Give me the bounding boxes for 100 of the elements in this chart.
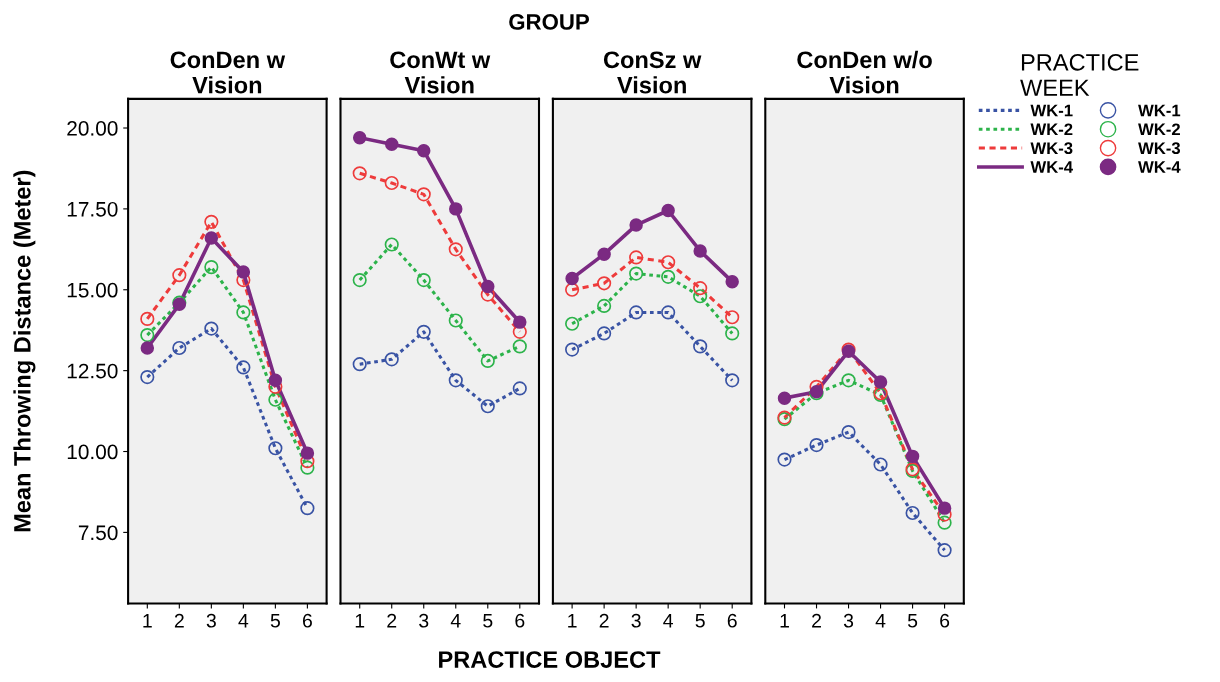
point <box>268 441 283 456</box>
point <box>236 360 251 375</box>
point <box>629 218 643 232</box>
point <box>841 425 856 440</box>
point <box>140 341 155 355</box>
point <box>172 340 187 356</box>
x-tick-label: 1 <box>143 614 152 628</box>
text: WK-4 <box>1138 161 1181 173</box>
point <box>416 187 431 202</box>
x-tick-label: 5 <box>695 614 705 628</box>
point <box>597 298 612 314</box>
point <box>140 327 155 343</box>
point <box>140 311 155 326</box>
x-tick-label: 4 <box>238 614 249 628</box>
point <box>448 313 463 328</box>
point <box>629 250 644 265</box>
x-tick-label: 1 <box>780 614 789 628</box>
point <box>300 460 315 475</box>
point <box>905 449 920 464</box>
y-axis-title: Mean Throwing Distance (Meter) <box>13 170 36 532</box>
x-tick-label: 2 <box>387 613 397 628</box>
point <box>172 268 187 283</box>
x-axis-title: PRACTICE OBJECT <box>439 651 661 668</box>
point <box>384 352 399 367</box>
point <box>417 143 431 158</box>
point <box>937 501 952 515</box>
point <box>693 281 708 296</box>
chart-title: ConWt w Vision <box>390 51 491 94</box>
legend-title: PRACTICE WEEK <box>1020 53 1139 96</box>
point <box>597 247 611 261</box>
legend-label: WK-1 <box>1030 104 1073 117</box>
point <box>268 373 283 388</box>
point <box>661 305 676 320</box>
chart-title: ConDen w Vision <box>170 51 286 94</box>
point <box>513 315 527 329</box>
point <box>725 310 740 325</box>
y-tick-label: 17.50 <box>67 201 118 217</box>
point <box>777 391 792 405</box>
point <box>352 272 367 288</box>
point <box>512 324 527 339</box>
y-tick-label: 12.50 <box>67 363 118 379</box>
legend-label: WK-2 <box>1030 123 1073 136</box>
x-tick-label: 4 <box>875 614 886 628</box>
point <box>512 339 527 354</box>
point <box>661 203 675 218</box>
point <box>384 175 399 191</box>
y-tick-label: 10.00 <box>67 444 118 460</box>
point <box>480 399 495 414</box>
x-tick-label: 3 <box>843 613 854 628</box>
point <box>629 266 644 281</box>
x-tick-label: 3 <box>419 613 429 628</box>
point <box>777 452 792 467</box>
point <box>481 279 495 294</box>
point <box>384 137 399 151</box>
point <box>873 457 888 472</box>
text: WK-2 <box>1138 123 1180 136</box>
point <box>873 375 888 389</box>
point <box>841 373 856 388</box>
point <box>236 265 251 279</box>
chart-title: ConDen w/o Vision <box>797 50 932 94</box>
x-tick-label: 4 <box>450 614 461 628</box>
point <box>204 231 219 245</box>
point <box>416 272 431 288</box>
x-tick-label: 4 <box>663 614 673 628</box>
point <box>937 515 952 530</box>
point <box>384 237 399 252</box>
x-tick-label: 2 <box>812 613 821 628</box>
x-tick-label: 3 <box>206 613 216 628</box>
point <box>597 326 612 341</box>
y-tick-label: 7.50 <box>78 525 118 541</box>
point <box>565 282 580 297</box>
x-tick-label: 3 <box>631 613 641 628</box>
point <box>661 255 676 270</box>
point <box>725 326 740 341</box>
point <box>204 214 219 229</box>
point <box>204 321 219 336</box>
x-tick-label: 2 <box>599 613 609 628</box>
point <box>565 342 580 357</box>
x-tick-label: 6 <box>940 613 950 628</box>
y-tick-label: 15.00 <box>67 282 118 298</box>
chart-title: ConSz w Vision <box>603 51 702 94</box>
legend-label: WK-4 <box>1030 161 1073 173</box>
point <box>725 373 740 388</box>
point <box>416 324 431 339</box>
text: WK-3 <box>1138 142 1181 155</box>
point <box>693 244 707 258</box>
x-tick-label: 6 <box>515 613 525 628</box>
point <box>693 289 708 304</box>
point <box>809 437 824 453</box>
point <box>448 242 463 257</box>
point <box>449 202 463 216</box>
x-tick-label: 1 <box>568 614 577 628</box>
point <box>905 505 920 521</box>
point <box>661 269 676 284</box>
point <box>565 316 580 331</box>
point <box>352 357 367 372</box>
point <box>597 276 612 291</box>
point <box>300 501 315 516</box>
x-tick-label: 5 <box>907 614 918 628</box>
point <box>693 339 708 354</box>
